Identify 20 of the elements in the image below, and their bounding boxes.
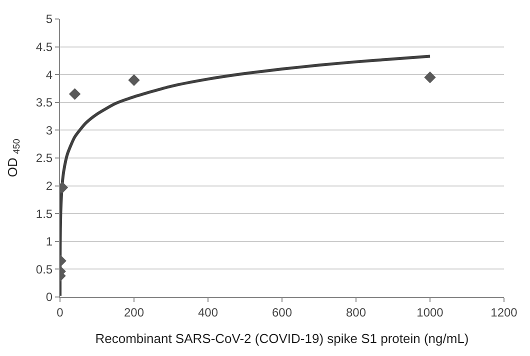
x-tick-label: 800 <box>346 305 366 320</box>
y-tick-label: 1 <box>46 234 53 249</box>
y-tick-label: 1.5 <box>36 206 53 221</box>
y-tick-label: 0 <box>46 290 53 304</box>
y-tick-label: 3 <box>46 123 53 138</box>
line-series <box>60 54 432 297</box>
x-tick-label: 400 <box>198 305 218 320</box>
y-tick-label: 0.5 <box>36 262 53 276</box>
y-tick-label: 2 <box>46 179 53 193</box>
x-tick-label: 200 <box>124 305 144 320</box>
y-tick-label: 4 <box>46 68 53 82</box>
y-tick-label: 3.5 <box>36 96 53 110</box>
y-tick-label: 4.5 <box>36 40 53 54</box>
x-tick-label: 600 <box>272 305 292 320</box>
y-tick-label: 5 <box>46 12 53 26</box>
x-tick-label: 1200 <box>490 305 518 320</box>
x-tick-label: 0 <box>56 305 64 320</box>
x-tick-label: 1000 <box>416 305 444 320</box>
x-axis-title: Recombinant SARS-CoV-2 (COVID-19) spike S1 protein (ng/mL) <box>95 331 469 346</box>
y-tick-label: 2.5 <box>36 151 53 166</box>
